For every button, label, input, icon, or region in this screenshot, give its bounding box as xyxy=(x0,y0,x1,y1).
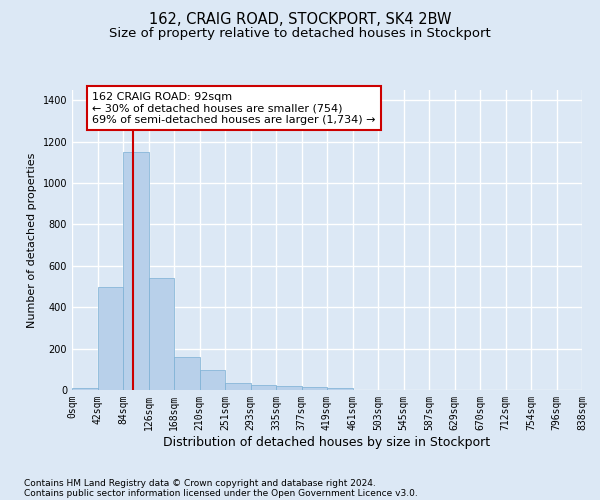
Text: Size of property relative to detached houses in Stockport: Size of property relative to detached ho… xyxy=(109,28,491,40)
Y-axis label: Number of detached properties: Number of detached properties xyxy=(27,152,37,328)
Bar xyxy=(149,278,174,390)
Bar xyxy=(97,286,123,390)
Bar xyxy=(174,357,199,390)
Bar xyxy=(251,385,276,390)
X-axis label: Distribution of detached houses by size in Stockport: Distribution of detached houses by size … xyxy=(163,436,491,448)
Text: Contains public sector information licensed under the Open Government Licence v3: Contains public sector information licen… xyxy=(24,488,418,498)
Bar xyxy=(199,370,225,390)
Text: Contains HM Land Registry data © Crown copyright and database right 2024.: Contains HM Land Registry data © Crown c… xyxy=(24,478,376,488)
Bar xyxy=(276,386,302,390)
Bar xyxy=(123,152,149,390)
Text: 162 CRAIG ROAD: 92sqm
← 30% of detached houses are smaller (754)
69% of semi-det: 162 CRAIG ROAD: 92sqm ← 30% of detached … xyxy=(92,92,376,124)
Text: 162, CRAIG ROAD, STOCKPORT, SK4 2BW: 162, CRAIG ROAD, STOCKPORT, SK4 2BW xyxy=(149,12,451,28)
Bar xyxy=(72,388,97,390)
Bar xyxy=(225,383,251,390)
Bar xyxy=(327,388,353,390)
Bar xyxy=(302,387,327,390)
